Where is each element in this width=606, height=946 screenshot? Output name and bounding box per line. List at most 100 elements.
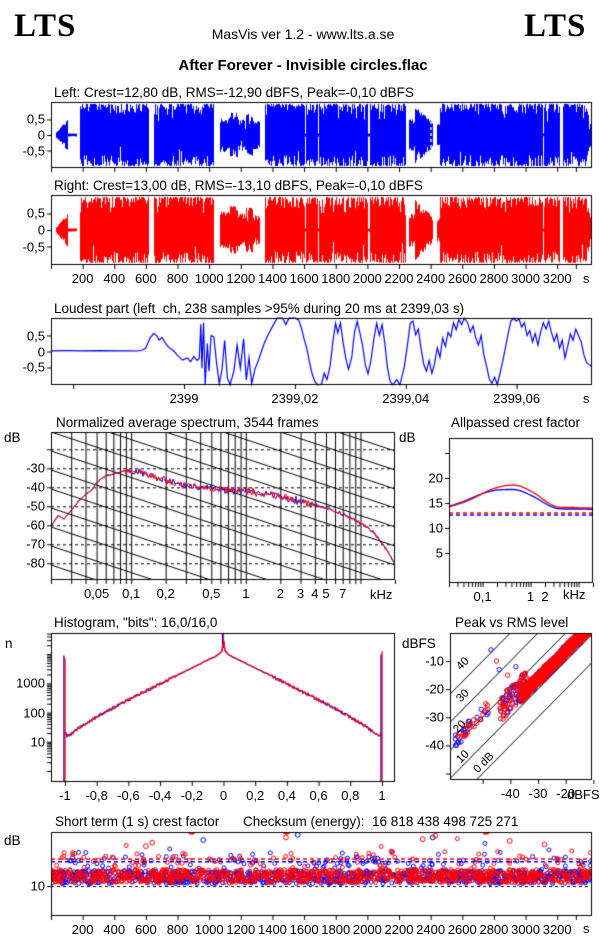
tick-label: 600	[135, 922, 157, 937]
tick-label: 2600	[447, 922, 477, 937]
tick-label: 0,1	[473, 589, 492, 604]
tick-label: -20	[425, 681, 444, 697]
time-axis-unit: s	[583, 271, 590, 286]
tick-label: 400	[103, 271, 126, 286]
tick-label: -30	[26, 460, 45, 476]
tick-label: -40	[500, 786, 520, 801]
tick-label: 1400	[257, 922, 287, 937]
tick-label: -0,5	[22, 143, 45, 159]
tick-label: 2	[276, 586, 284, 601]
loudest-part-plot	[39, 306, 604, 397]
tick-label: 2800	[479, 922, 509, 937]
tick-label: 0,5	[26, 111, 45, 127]
tick-label: 20	[428, 470, 443, 486]
tick-label: -0,8	[85, 788, 108, 803]
right-waveform-plot	[39, 183, 604, 277]
tick-label: 2000	[352, 271, 382, 286]
tick-label: 2399	[169, 391, 199, 406]
tick-label: 1	[242, 586, 250, 601]
tick-label: -50	[26, 498, 45, 514]
spectrum-db-label: dB	[4, 430, 21, 445]
tick-label: -0,5	[22, 359, 45, 375]
tick-label: 3000	[511, 922, 541, 937]
tick-label: -20	[556, 786, 576, 801]
tick-label: 0,5	[26, 205, 45, 221]
tick-label: -30	[528, 786, 548, 801]
tick-label: 0,1	[122, 586, 141, 601]
tick-label: 0	[219, 788, 228, 803]
tick-label: -0,2	[180, 788, 203, 803]
tick-label: 7	[339, 586, 347, 601]
tick-label: 0	[37, 344, 45, 359]
tick-label: 3000	[511, 271, 541, 286]
tick-label: 1000	[16, 675, 45, 691]
tick-label: 3	[296, 586, 305, 601]
tick-label: 2	[541, 589, 549, 604]
tick-label: 1000	[194, 922, 224, 937]
tick-label: -1	[59, 788, 71, 803]
tick-label: 1000	[194, 271, 224, 286]
tick-label: 10	[30, 878, 45, 894]
tick-label: 2399,02	[271, 391, 319, 406]
tick-label: 5	[322, 586, 330, 601]
tick-label: -0,6	[117, 788, 140, 803]
peak-dbfs-label: dBFS	[402, 636, 436, 651]
tick-label: 400	[103, 922, 126, 937]
tick-label: 5	[435, 545, 443, 561]
tick-label: 2399,04	[382, 391, 430, 406]
tick-label: 3200	[542, 922, 572, 937]
tick-label: 1200	[226, 271, 256, 286]
tick-label: 800	[166, 271, 189, 286]
tick-label: -60	[26, 517, 45, 533]
tick-label: 1200	[226, 922, 256, 937]
tick-label: 0	[37, 127, 45, 143]
tick-label: 2000	[352, 922, 382, 937]
average-spectrum-plot	[39, 420, 407, 592]
tick-label: 0,2	[156, 586, 175, 601]
tick-label: 2200	[384, 271, 414, 286]
tick-label: 2399,06	[493, 391, 541, 406]
tick-label: 1800	[321, 271, 351, 286]
tick-label: 1400	[257, 271, 287, 286]
tick-label: 0,05	[83, 586, 110, 601]
logo-right: LTS	[524, 8, 587, 44]
tick-label: 3200	[542, 271, 572, 286]
tick-label: -80	[26, 555, 45, 571]
short-term-crest-plot	[39, 820, 604, 928]
tick-label: 0,6	[309, 788, 328, 803]
tick-label: 10	[428, 520, 443, 536]
tick-label: 200	[71, 922, 94, 937]
histogram-n-label: n	[5, 636, 13, 651]
tick-label: -0,4	[148, 788, 172, 803]
tick-label: 1800	[321, 922, 351, 937]
app-version-line: MasVis ver 1.2 - www.lts.a.se	[211, 26, 395, 42]
tick-label: 0	[37, 222, 45, 238]
tick-label: 2400	[416, 271, 446, 286]
tick-label: 4	[311, 586, 319, 601]
tick-label: -40	[26, 479, 45, 495]
tick-label: 0,4	[277, 788, 296, 803]
tick-label: 600	[135, 271, 157, 286]
loudest-axis-unit: s	[583, 391, 590, 406]
tick-label: 800	[166, 922, 189, 937]
tick-label: 2800	[479, 271, 509, 286]
tick-label: 10	[30, 734, 45, 750]
tick-label: -40	[425, 737, 444, 753]
tick-label: -0,5	[22, 239, 45, 254]
tick-label: -10	[425, 653, 444, 669]
peak-vs-rms-plot	[438, 621, 604, 792]
tick-label: 2600	[447, 271, 477, 286]
tick-label: 0,5	[202, 586, 221, 601]
tick-label: 2400	[416, 922, 446, 937]
histogram-plot	[39, 621, 407, 794]
track-title: After Forever - Invisible circles.flac	[178, 57, 428, 74]
short-term-axis-unit: s	[583, 921, 590, 936]
logo-left: LTS	[14, 8, 77, 44]
tick-label: 1600	[289, 271, 319, 286]
tick-label: 1	[378, 788, 386, 803]
tick-label: 0,8	[341, 788, 360, 803]
tick-label: -30	[425, 709, 444, 725]
tick-label: 100	[23, 705, 45, 721]
allpassed-crest-plot	[437, 426, 605, 595]
